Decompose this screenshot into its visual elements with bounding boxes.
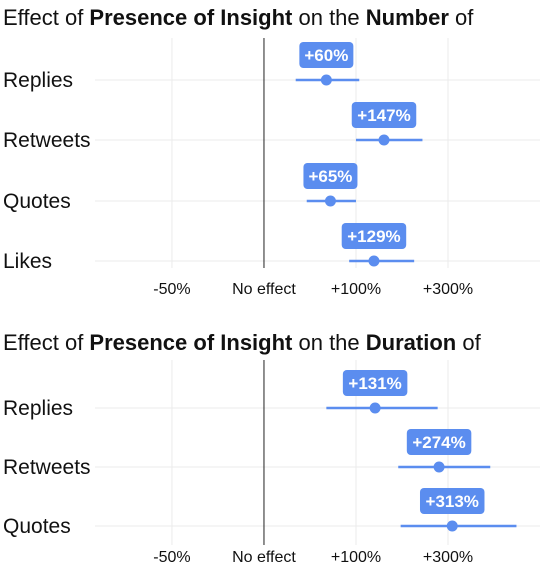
category-label: Retweets (3, 456, 91, 479)
chart-title-part: Duration (366, 330, 456, 355)
chart-title-part: of (456, 330, 481, 355)
category-label: Quotes (3, 515, 71, 538)
data-label: +129% (347, 227, 400, 246)
category-label: Replies (3, 397, 73, 420)
chart-title-part: Presence of Insight (89, 5, 293, 30)
chart-title-part: on the (292, 5, 365, 30)
x-tick-label: +300% (423, 281, 473, 298)
category-label: Retweets (3, 129, 91, 152)
x-tick-label: No effect (232, 281, 296, 298)
x-tick-label: +100% (331, 281, 381, 298)
data-point (447, 521, 458, 532)
data-point (379, 135, 390, 146)
chart-title-part: Number (366, 5, 450, 30)
x-tick-label: +300% (423, 549, 473, 566)
data-label: +274% (412, 433, 465, 452)
data-label: +65% (308, 167, 352, 186)
chart-title: Effect of Presence of Insight on the Num… (3, 5, 474, 30)
data-label: +131% (348, 374, 401, 393)
x-tick-label: -50% (153, 549, 190, 566)
data-label: +147% (357, 106, 410, 125)
data-point (368, 256, 379, 267)
chart-title-part: Presence of Insight (89, 330, 293, 355)
data-point (434, 462, 445, 473)
x-tick-label: No effect (232, 549, 296, 566)
data-point (325, 196, 336, 207)
x-tick-label: -50% (153, 281, 190, 298)
data-point (370, 403, 381, 414)
chart-panel-2: Effect of Presence of Insight on the Dur… (3, 330, 540, 566)
chart-title: Effect of Presence of Insight on the Dur… (3, 330, 482, 355)
category-label: Likes (3, 250, 52, 273)
chart-title-part: Effect of (3, 330, 89, 355)
data-point (321, 75, 332, 86)
x-tick-label: +100% (331, 549, 381, 566)
category-label: Replies (3, 69, 73, 92)
chart-title-part: Effect of (3, 5, 89, 30)
chart-title-part: of (449, 5, 474, 30)
chart-title-part: on the (292, 330, 365, 355)
category-label: Quotes (3, 190, 71, 213)
chart-panel-1: Effect of Presence of Insight on the Num… (3, 5, 540, 298)
data-label: +313% (426, 492, 479, 511)
data-label: +60% (304, 46, 348, 65)
